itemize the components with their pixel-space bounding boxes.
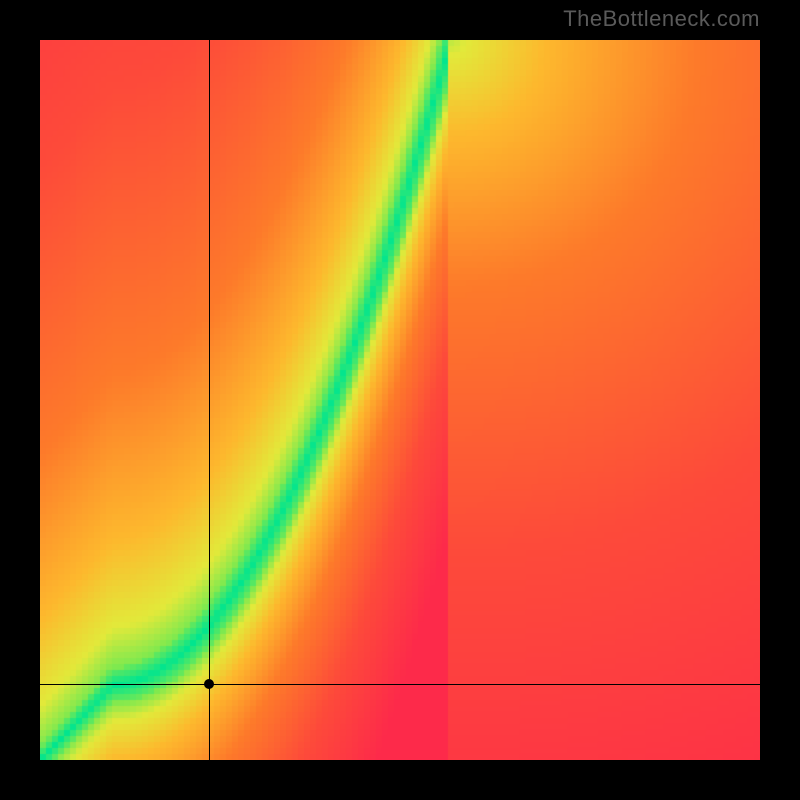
chart-container: TheBottleneck.com — [0, 0, 800, 800]
watermark-text: TheBottleneck.com — [563, 6, 760, 32]
bottleneck-heatmap — [40, 40, 760, 760]
